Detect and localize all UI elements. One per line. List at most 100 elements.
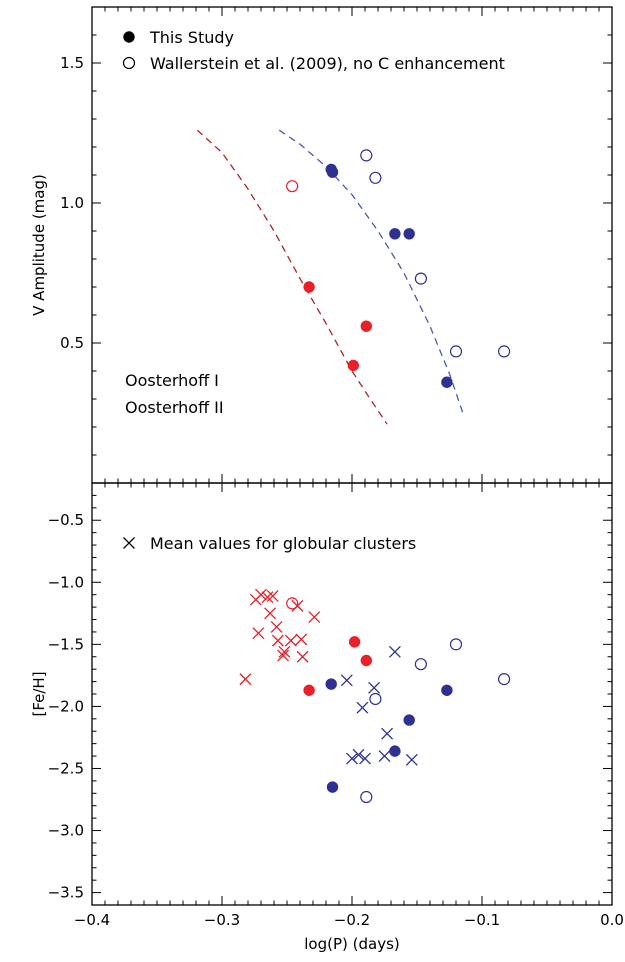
y-tick-label: 0.5 xyxy=(60,334,84,352)
data-point xyxy=(340,674,353,687)
cross-stroke-b xyxy=(277,649,290,662)
series-oosterhoff-i-open-circle xyxy=(286,180,299,193)
y-tick-label: 1.5 xyxy=(60,54,84,72)
legend-label: This Study xyxy=(149,28,234,47)
data-point xyxy=(284,634,297,647)
cross-stroke-b xyxy=(271,634,284,647)
legend-label: Mean values for globular clusters xyxy=(150,534,416,553)
data-point xyxy=(352,748,365,761)
cross-stroke-b xyxy=(239,673,252,686)
top-legend: This Study Wallerstein et al. (2009), no … xyxy=(122,28,505,417)
cross-stroke-b xyxy=(359,752,371,765)
data-point xyxy=(498,345,511,358)
data-point xyxy=(303,281,315,293)
series-oosterhoff-ii-filled-circle xyxy=(325,163,453,388)
cross-stroke-b xyxy=(270,621,283,633)
cross-stroke-b xyxy=(346,752,358,765)
series-oosterhoff-i-filled-circle xyxy=(303,636,372,696)
legend-marker-cross xyxy=(123,537,135,549)
cross-stroke-b xyxy=(291,599,304,612)
series-oosterhoff-ii-cross xyxy=(340,645,418,766)
data-point xyxy=(347,359,359,372)
data-point xyxy=(270,621,283,633)
top-y-axis-title: V Amplitude (mag) xyxy=(30,174,48,316)
data-point xyxy=(303,684,315,696)
bottom-legend: Mean values for globular clusters xyxy=(123,534,416,553)
series-oosterhoff-i-filled-circle xyxy=(303,281,372,372)
data-point xyxy=(286,180,299,193)
cross-stroke-b xyxy=(255,588,267,601)
bottom-y-axis-title: [Fe/H] xyxy=(30,671,48,716)
x-tick-label: −0.3 xyxy=(204,911,240,929)
data-point xyxy=(255,588,267,601)
data-point xyxy=(414,272,427,285)
data-point xyxy=(326,166,339,178)
data-point xyxy=(356,701,369,714)
group-label-oosterhoff-ii: Oosterhoff II xyxy=(125,398,224,417)
data-point xyxy=(277,649,290,662)
y-tick-label: −2.5 xyxy=(48,759,84,777)
data-point xyxy=(369,692,382,706)
data-point xyxy=(325,678,337,690)
data-point xyxy=(308,611,321,624)
series-oosterhoff-i-cross xyxy=(239,588,321,686)
legend-marker-filled-circle xyxy=(123,31,135,43)
data-point xyxy=(360,654,372,667)
x-tick-label: −0.2 xyxy=(334,911,370,929)
data-point xyxy=(368,681,381,694)
legend-label: Wallerstein et al. (2009), no C enhancem… xyxy=(150,54,505,73)
cross-stroke-b xyxy=(388,645,401,658)
data-point xyxy=(369,171,382,184)
data-point xyxy=(441,684,453,696)
data-point xyxy=(378,750,391,763)
cross-stroke-b xyxy=(368,681,381,694)
cross-stroke-b xyxy=(356,701,369,714)
dashed-curve-oosterhoff-ii xyxy=(278,129,465,417)
cross-stroke-b xyxy=(295,633,308,646)
data-point xyxy=(252,627,265,640)
data-point xyxy=(278,645,291,658)
data-point xyxy=(414,658,427,671)
data-point xyxy=(271,634,284,647)
data-point xyxy=(441,376,453,388)
data-point xyxy=(359,752,371,765)
y-tick-label: −3.5 xyxy=(48,884,84,902)
data-point xyxy=(498,673,511,686)
series-oosterhoff-ii-filled-circle xyxy=(325,678,453,793)
cross-stroke-b xyxy=(405,753,418,766)
data-point xyxy=(264,607,277,620)
data-point xyxy=(403,228,415,240)
series-oosterhoff-ii-open-circle xyxy=(360,149,511,358)
cross-stroke-b xyxy=(123,537,135,549)
data-point xyxy=(389,745,401,757)
data-point xyxy=(388,645,401,658)
data-point xyxy=(346,752,358,765)
cross-stroke-b xyxy=(266,589,279,602)
dashed-curve-oosterhoff-i xyxy=(196,129,388,425)
bottom-x-ticks xyxy=(91,483,613,905)
y-tick-label: 1.0 xyxy=(60,194,84,212)
cross-stroke-b xyxy=(352,748,365,761)
data-point xyxy=(348,636,361,648)
top-y-ticks xyxy=(92,34,612,456)
cross-stroke-b xyxy=(264,607,277,620)
data-point xyxy=(360,320,372,332)
data-point xyxy=(296,650,309,663)
data-point xyxy=(403,714,415,726)
y-tick-label: −2.0 xyxy=(48,697,84,715)
x-tick-label: −0.4 xyxy=(74,911,110,929)
data-point xyxy=(405,753,418,766)
cross-stroke-b xyxy=(308,611,321,624)
series-oosterhoff-ii-open-circle xyxy=(360,638,511,804)
data-point xyxy=(360,149,373,162)
data-point xyxy=(326,781,339,793)
legend-marker-open-circle xyxy=(122,56,136,70)
x-tick-label: −0.1 xyxy=(464,911,500,929)
data-point xyxy=(295,633,308,646)
data-point xyxy=(381,727,394,740)
top-panel: 0.5 1.0 1.5 V Amplitude (mag) This Study Wall… xyxy=(30,6,613,484)
cross-stroke-b xyxy=(278,645,291,658)
series-oosterhoff-i-open-circle xyxy=(286,597,299,610)
